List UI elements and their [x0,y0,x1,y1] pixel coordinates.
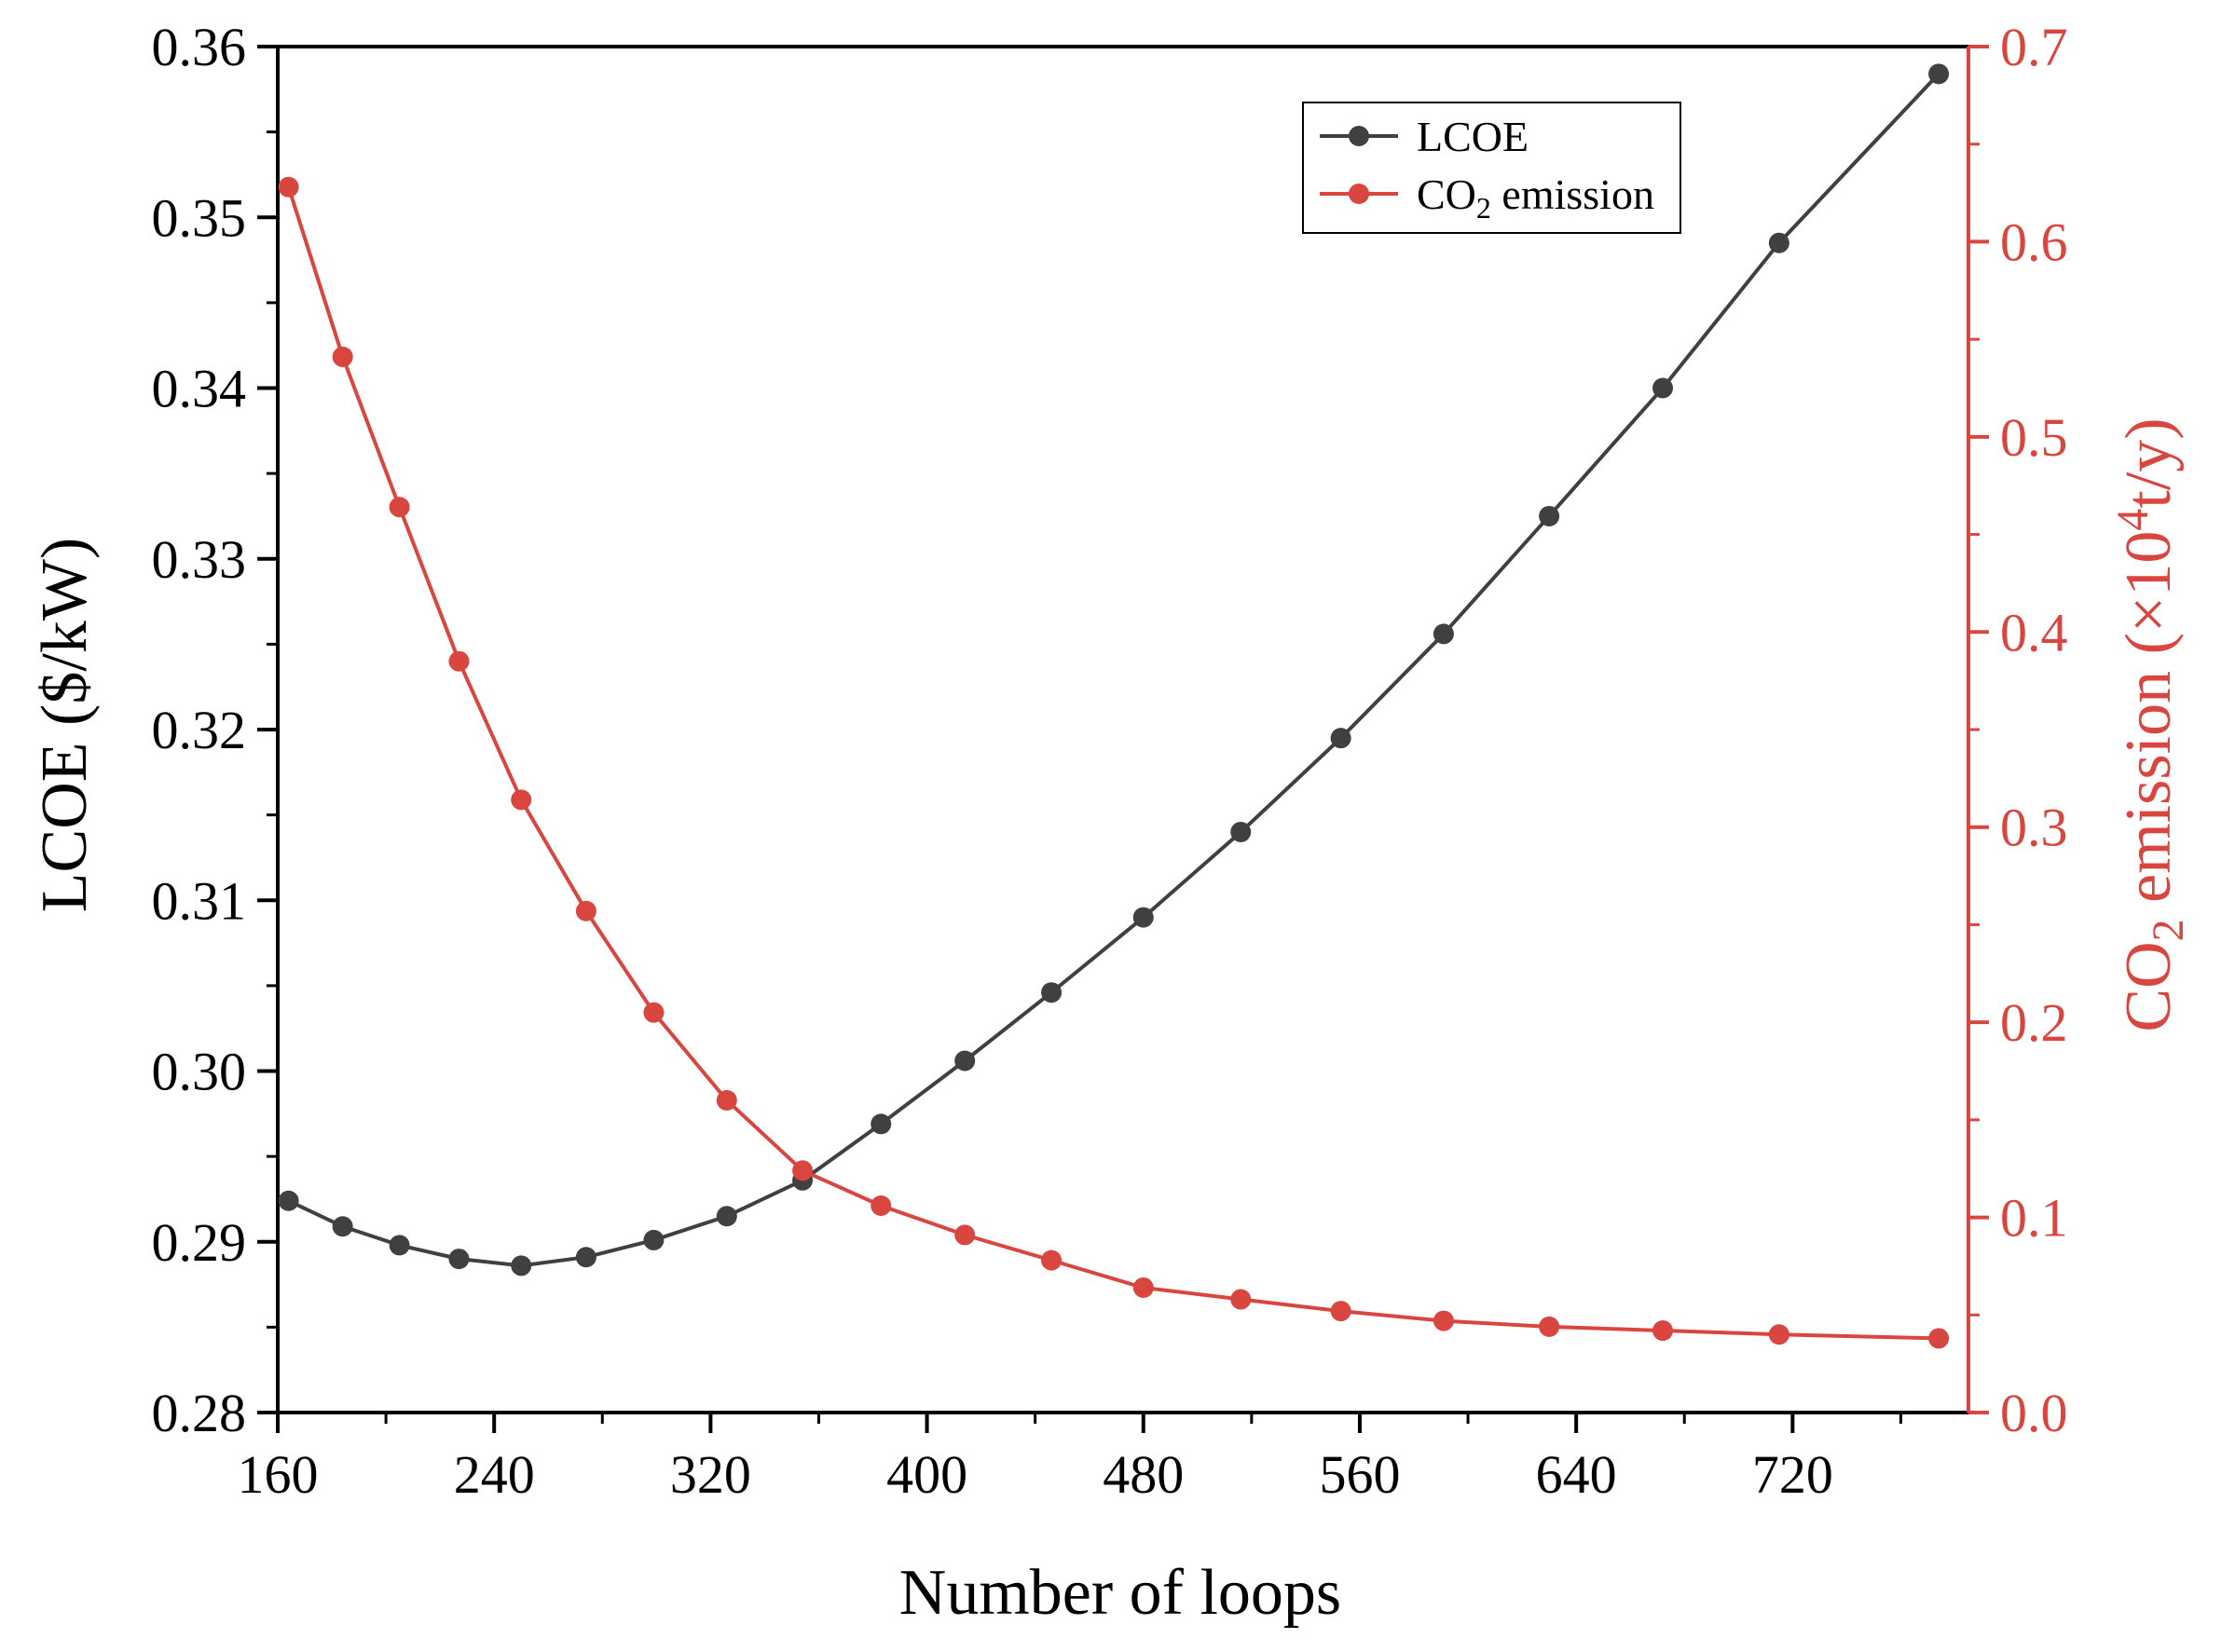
co2-data-point [1928,1328,1950,1349]
right-y-tick-label: 0.5 [2000,407,2068,468]
co2-data-point [575,900,596,922]
co2-data-point [1132,1277,1154,1298]
legend-label-co2-main: CO [1417,171,1476,218]
lcoe-data-point [1330,728,1351,749]
left-y-tick-label: 0.28 [152,1383,247,1443]
lcoe-series-line [287,72,1940,1268]
lcoe-data-point [448,1249,470,1270]
legend-marker-lcoe [1349,126,1369,146]
co2-data-point [1768,1324,1789,1345]
co2-data-point [954,1224,976,1246]
legend-label-co2-sub: 2 [1476,191,1491,225]
lcoe-data-point [954,1050,976,1072]
x-tick-label: 240 [454,1444,535,1505]
right-y-axis-title-sup: 4 [2108,509,2158,531]
co2-data-point [1433,1310,1454,1331]
series-layer [278,63,1950,1349]
x-tick-label: 160 [238,1444,319,1505]
lcoe-data-point [716,1206,737,1227]
left-y-tick-label: 0.31 [152,870,247,931]
legend-marker-co2 [1349,184,1369,204]
left-y-axis: 0.28 0.29 0.30 0.31 0.32 0.33 0.34 0.35 0.36 [152,17,278,1443]
lcoe-data-point [1041,982,1063,1003]
co2-data-point [871,1195,892,1217]
co2-data-point [511,789,532,811]
right-y-axis-title-sub: 2 [2144,919,2193,941]
x-tick-label: 560 [1319,1444,1400,1505]
lcoe-data-point [1433,623,1454,645]
x-tick-label: 400 [886,1444,967,1505]
x-tick-label: 480 [1103,1444,1184,1505]
right-y-tick-label: 0.1 [2000,1188,2068,1249]
left-y-tick-label: 0.34 [152,359,247,419]
right-y-tick-label: 0.2 [2000,992,2068,1053]
left-y-tick-label: 0.36 [152,17,247,77]
co2-data-point [448,650,470,672]
right-y-tick-label: 0.0 [2000,1383,2068,1443]
right-y-axis: 0.0 0.1 0.2 0.3 0.4 0.5 0.6 0.7 [1968,17,2068,1443]
left-y-tick-label: 0.35 [152,187,247,248]
right-y-tick-label: 0.4 [2000,602,2068,662]
co2-data-point [792,1160,814,1181]
co2-data-point [1041,1249,1063,1271]
x-tick-label: 640 [1536,1444,1617,1505]
legend-box [1302,102,1681,234]
right-y-tick-label: 0.3 [2000,798,2068,858]
co2-data-point [332,346,353,367]
plot-frame [276,45,1970,1414]
x-axis-title: Number of loops [899,1557,1341,1629]
left-y-tick-label: 0.29 [152,1212,247,1273]
co2-data-point [1539,1316,1560,1337]
lcoe-data-point [1230,821,1252,842]
left-y-tick-label: 0.32 [152,700,247,760]
right-y-axis-title-mid: emission (×10 [2113,531,2185,920]
right-y-tick-label: 0.7 [2000,17,2068,77]
lcoe-data-point [1652,377,1674,399]
right-y-tick-label: 0.6 [2000,212,2068,272]
legend-label-co2-rest: emission [1491,171,1654,218]
lcoe-data-point [575,1247,596,1268]
right-y-axis-title: CO2 emission (×104t/y) [2108,417,2193,1031]
lcoe-data-point [1928,63,1950,85]
co2-data-point [1330,1301,1351,1322]
left-y-tick-label: 0.33 [152,529,247,590]
legend-label-lcoe: LCOE [1417,113,1529,160]
left-y-tick-label: 0.30 [152,1042,247,1102]
lcoe-data-point [1539,505,1560,526]
co2-data-point [643,1002,665,1023]
legend-label-co2: CO2 emission [1417,171,1654,225]
right-y-axis-title-main: CO [2113,941,2185,1031]
co2-data-point [1230,1289,1252,1310]
co2-data-point [1652,1320,1674,1342]
legend: LCOE CO2 emission [1302,102,1681,234]
co2-series-line [286,186,1940,1341]
right-y-axis-title-end: t/y) [2113,417,2185,508]
lcoe-data-point [332,1216,353,1237]
co2-data-point [716,1089,737,1111]
left-y-axis-title: LCOE ($/kW) [29,538,101,912]
co2-data-point [389,497,410,518]
lcoe-data-point [1768,232,1789,253]
lcoe-data-point [278,1190,299,1211]
lcoe-data-point [643,1229,665,1250]
lcoe-data-point [1132,907,1154,928]
lcoe-data-point [871,1113,892,1135]
x-axis: 160 240 320 400 480 560 640 720 [238,1413,1902,1505]
lcoe-data-point [389,1235,410,1256]
x-tick-label: 320 [670,1444,751,1505]
lcoe-data-point [511,1255,532,1277]
co2-data-point [278,176,299,198]
x-tick-label: 720 [1752,1444,1833,1505]
